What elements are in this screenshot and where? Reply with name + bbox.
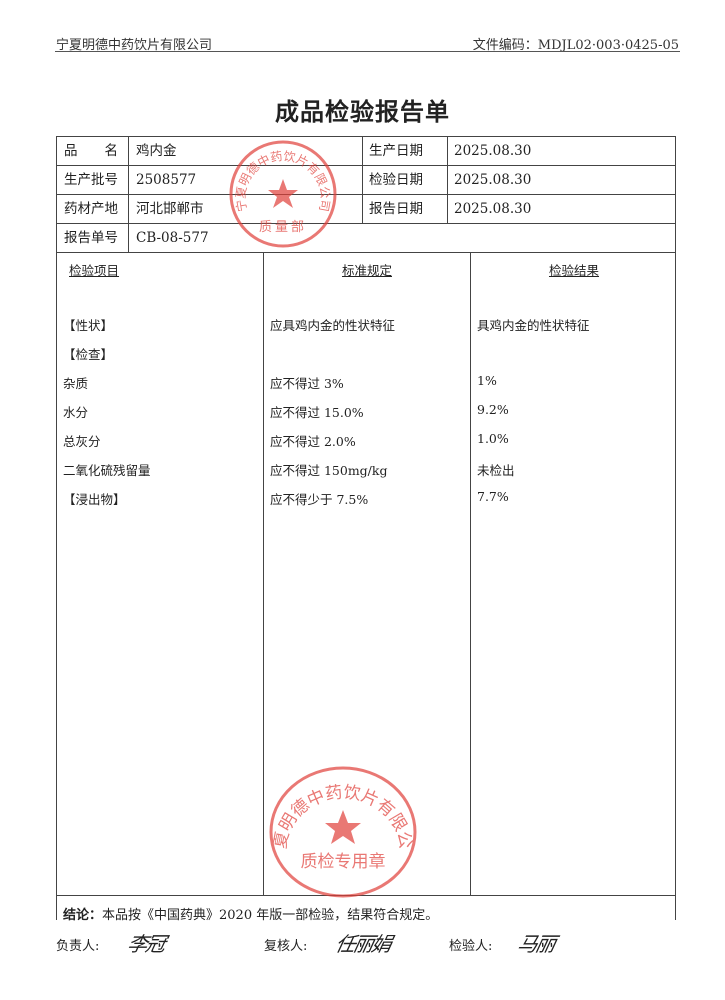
responsible-label: 负责人: [56,939,100,954]
row-item: 【检查】 [63,347,114,362]
production-date-label: 生产日期 [369,143,423,159]
page-title: 成品检验报告单 [275,98,450,126]
product-name-value: 鸡内金 [136,143,177,159]
origin-label: 药材产地 [64,201,118,217]
col-header-standard: 标准规定 [341,263,392,278]
qc-stamp: 宁夏明德中药饮片有限公司 质检专用章 [268,765,417,898]
row-item: 【性状】 [63,318,114,333]
row-result: 9.2% [477,402,509,417]
row-item: 【浸出物】 [63,492,126,507]
document-number: 文件编码：MDJL02·003·0425-05 [472,38,679,53]
product-name-label: 品 名 [64,143,118,159]
row-result: 具鸡内金的性状特征 [477,318,590,333]
report-no-value: CB-08-577 [136,230,209,246]
row-result: 1% [477,373,497,388]
col-divider [263,252,264,895]
batch-label: 生产批号 [64,172,118,188]
company-name: 宁夏明德中药饮片有限公司 [56,38,213,53]
batch-value: 2508577 [136,172,197,188]
row-standard: 应不得过 15.0% [270,405,364,420]
col-header-result: 检验结果 [548,263,599,278]
stamp-ring-text: 宁夏明德中药饮片有限公司 [268,765,415,850]
row-standard: 应不得过 150mg/kg [270,463,388,478]
row-standard: 应不得过 3% [270,376,344,391]
conclusion-text: 本品按《中国药典》2020 年版一部检验，结果符合规定。 [102,908,439,923]
inspector-label: 检验人: [449,939,493,954]
row-standard: 应不得过 2.0% [270,434,356,449]
stamp-bottom-text: 质量部 [259,220,307,235]
report-no-label: 报告单号 [64,230,118,246]
row-standard: 应具鸡内金的性状特征 [270,318,396,333]
reviewer-label: 复核人: [264,939,308,954]
row-item: 二氧化硫残留量 [63,463,151,478]
inspection-date-label: 检验日期 [369,172,423,188]
row-divider [57,223,675,224]
inspection-date-value: 2025.08.30 [454,172,532,188]
row-divider [57,895,675,896]
row-divider [57,165,675,166]
row-result: 1.0% [477,431,509,446]
row-item: 杂质 [63,376,89,391]
stamp-bottom-text: 质检专用章 [301,852,386,872]
reviewer-signature: 任丽娟 [333,932,393,956]
row-item: 总灰分 [63,434,101,449]
col-divider [128,137,129,252]
row-standard: 应不得少于 7.5% [270,492,369,507]
col-header-item: 检验项目 [69,263,120,278]
report-date-label: 报告日期 [369,201,423,217]
col-divider [447,137,448,223]
production-date-value: 2025.08.30 [454,143,532,159]
col-divider [362,137,363,223]
quality-dept-stamp: 宁夏明德中药饮片有限公司 质量部 [229,140,337,248]
row-divider [57,252,675,253]
report-table: 品 名 鸡内金 生产日期 2025.08.30 生产批号 2508577 检验日… [56,136,676,923]
responsible-signature: 李冠 [125,932,167,956]
row-item: 水分 [63,405,89,420]
row-result: 7.7% [477,489,509,504]
inspector-signature: 马丽 [515,932,557,956]
row-divider [57,194,675,195]
origin-value: 河北邯郸市 [136,201,204,217]
row-result: 未检出 [477,463,515,478]
conclusion-label: 结论： [63,908,103,923]
header-divider [55,51,680,52]
conclusion: 结论：本品按《中国药典》2020 年版一部检验，结果符合规定。 [63,904,438,923]
report-date-value: 2025.08.30 [454,201,532,217]
col-divider [470,252,471,895]
